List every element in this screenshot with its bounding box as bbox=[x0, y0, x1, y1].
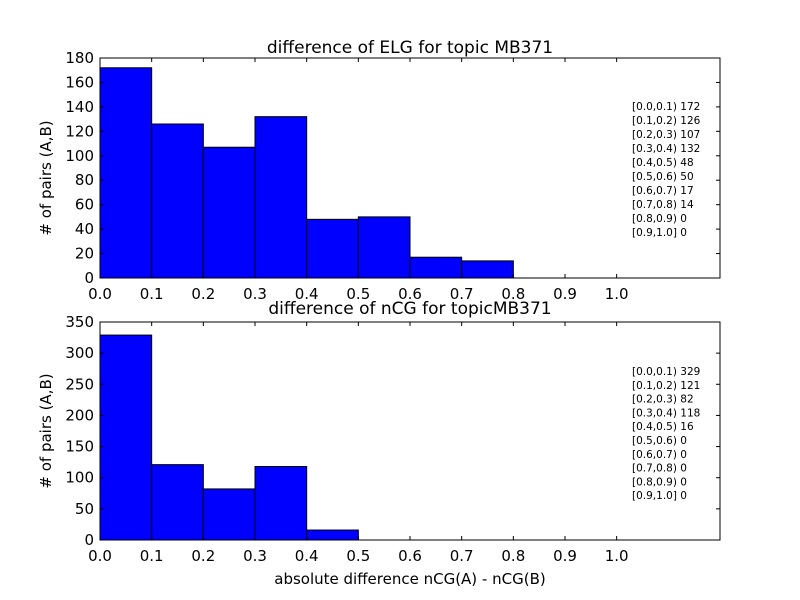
chart-title: difference of ELG for topic MB371 bbox=[267, 38, 553, 58]
y-tick-label: 0 bbox=[84, 531, 94, 549]
x-tick-label: 0.0 bbox=[88, 285, 112, 303]
bin-count-annotation: [0.2,0.3) 82 bbox=[632, 394, 694, 406]
x-tick-label: 0.3 bbox=[243, 547, 267, 565]
y-tick-label: 120 bbox=[65, 122, 94, 140]
bars bbox=[99, 334, 359, 541]
histogram-bar bbox=[409, 256, 463, 279]
x-tick-label: 0.7 bbox=[450, 547, 474, 565]
histogram-bar bbox=[306, 218, 359, 279]
y-tick-label: 40 bbox=[75, 220, 94, 238]
x-tick-label: 0.6 bbox=[398, 285, 422, 303]
x-tick-label: 0.1 bbox=[140, 285, 164, 303]
bin-count-annotation: [0.2,0.3) 107 bbox=[632, 129, 700, 141]
bin-count-annotation: [0.7,0.8) 14 bbox=[632, 199, 694, 211]
histogram-bar bbox=[306, 529, 359, 541]
y-tick-label: 300 bbox=[65, 344, 94, 362]
y-tick-label: 160 bbox=[65, 73, 94, 91]
y-tick-label: 140 bbox=[65, 98, 94, 116]
y-tick-label: 350 bbox=[65, 313, 94, 331]
y-tick-label: 80 bbox=[75, 171, 94, 189]
bin-count-annotation: [0.6,0.7) 0 bbox=[632, 449, 687, 461]
y-tick-label: 150 bbox=[65, 438, 94, 456]
chart-title: difference of nCG for topicMB371 bbox=[268, 299, 551, 319]
x-tick-label: 0.2 bbox=[191, 547, 215, 565]
bin-count-annotation: [0.0,0.1) 329 bbox=[632, 366, 700, 378]
bin-count-annotation: [0.5,0.6) 50 bbox=[632, 171, 694, 183]
y-ticks: 0 50 100 150 200 250 300 350 bbox=[65, 313, 720, 549]
bin-count-annotation: [0.4,0.5) 48 bbox=[632, 157, 694, 169]
y-tick-label: 100 bbox=[65, 469, 94, 487]
x-tick-label: 0.0 bbox=[88, 547, 112, 565]
histogram-bar bbox=[151, 464, 204, 541]
bin-count-annotation: [0.5,0.6) 0 bbox=[632, 435, 687, 447]
histogram-bar bbox=[202, 146, 256, 279]
bin-count-annotation: [0.0,0.1) 172 bbox=[632, 101, 700, 113]
histogram-bar bbox=[461, 260, 514, 279]
ncg-histogram: difference of nCG for topicMB371 # of pa… bbox=[37, 299, 721, 588]
elg-histogram: difference of ELG for topic MB371 # of p… bbox=[37, 38, 721, 303]
bin-count-annotation: [0.9,1.0] 0 bbox=[632, 490, 687, 502]
x-tick-label: 1.0 bbox=[605, 547, 629, 565]
histogram-bar bbox=[99, 67, 153, 279]
x-tick-label: 0.5 bbox=[346, 285, 370, 303]
x-tick-label: 1.0 bbox=[605, 285, 629, 303]
y-tick-label: 200 bbox=[65, 406, 94, 424]
histogram-bar bbox=[254, 116, 308, 279]
y-tick-label: 0 bbox=[84, 269, 94, 287]
x-tick-label: 0.9 bbox=[553, 285, 577, 303]
bin-count-annotations: [0.0,0.1) 172 [0.1,0.2) 126 [0.2,0.3) 107 [… bbox=[632, 101, 701, 239]
x-tick-label: 0.3 bbox=[243, 285, 267, 303]
y-ticks: 0 20 40 60 80 100 120 140 160 180 bbox=[65, 49, 720, 287]
bin-count-annotation: [0.4,0.5) 16 bbox=[632, 421, 694, 433]
x-tick-label: 0.4 bbox=[295, 547, 319, 565]
x-tick-label: 0.4 bbox=[295, 285, 319, 303]
histogram-bar bbox=[99, 334, 153, 541]
bin-count-annotation: [0.6,0.7) 17 bbox=[632, 185, 694, 197]
x-tick-label: 0.9 bbox=[553, 547, 577, 565]
x-tick-label: 0.7 bbox=[450, 285, 474, 303]
y-tick-label: 60 bbox=[75, 196, 94, 214]
y-tick-label: 250 bbox=[65, 375, 94, 393]
x-ticks: 0.0 0.1 0.2 0.3 0.4 0.5 0.6 0.7 0.8 0.9 1.0 bbox=[88, 322, 629, 565]
bin-count-annotation: [0.7,0.8) 0 bbox=[632, 463, 687, 475]
y-axis-label: # of pairs (A,B) bbox=[37, 120, 55, 235]
x-tick-label: 0.2 bbox=[191, 285, 215, 303]
x-tick-label: 0.8 bbox=[501, 285, 525, 303]
histogram-bar bbox=[151, 123, 204, 279]
bin-count-annotation: [0.1,0.2) 126 bbox=[632, 115, 701, 127]
bin-count-annotations: [0.0,0.1) 329[0.1,0.2) 121[0.2,0.3) 82[0… bbox=[632, 366, 700, 502]
histogram-bar bbox=[202, 488, 256, 541]
y-tick-label: 20 bbox=[75, 245, 94, 263]
y-tick-label: 50 bbox=[75, 500, 94, 518]
x-ticks: 0.0 0.1 0.2 0.3 0.4 0.5 0.6 0.7 0.8 0.9 1.0 bbox=[88, 58, 629, 303]
bin-count-annotation: [0.8,0.9) 0 bbox=[632, 213, 687, 225]
bin-count-annotation: [0.8,0.9) 0 bbox=[632, 476, 687, 488]
x-tick-label: 0.8 bbox=[501, 547, 525, 565]
histogram-bar bbox=[254, 466, 308, 541]
bin-count-annotation: [0.3,0.4) 132 bbox=[632, 143, 700, 155]
y-tick-label: 100 bbox=[65, 147, 94, 165]
histogram-bar bbox=[357, 216, 411, 279]
bin-count-annotation: [0.9,1.0] 0 bbox=[632, 227, 687, 239]
bars bbox=[99, 67, 514, 279]
x-tick-label: 0.5 bbox=[346, 547, 370, 565]
x-tick-label: 0.6 bbox=[398, 547, 422, 565]
y-tick-label: 180 bbox=[65, 49, 94, 67]
y-axis-label: # of pairs (A,B) bbox=[37, 373, 55, 488]
x-tick-label: 0.1 bbox=[140, 547, 164, 565]
bin-count-annotation: [0.3,0.4) 118 bbox=[632, 407, 700, 419]
x-axis-label: absolute difference nCG(A) - nCG(B) bbox=[274, 570, 545, 588]
bin-count-annotation: [0.1,0.2) 121 bbox=[632, 380, 700, 392]
